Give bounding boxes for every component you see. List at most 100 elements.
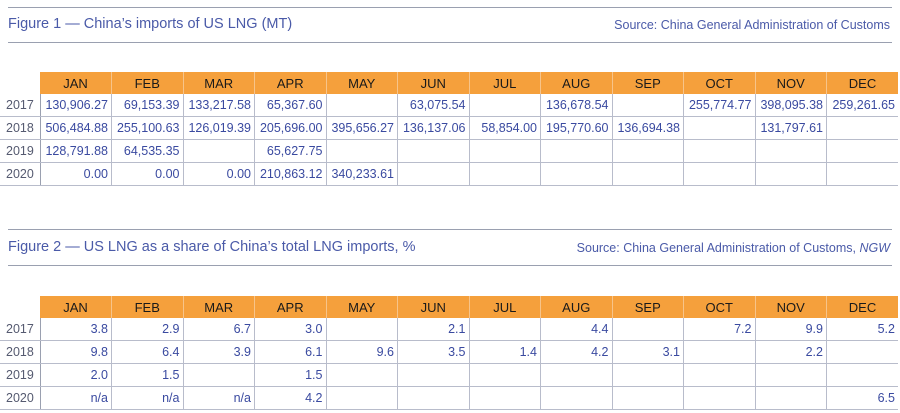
month-header-apr: APR bbox=[254, 72, 327, 94]
table-cell bbox=[326, 94, 398, 117]
table-cell: 136,678.54 bbox=[540, 94, 613, 117]
table-cell: 3.9 bbox=[183, 340, 255, 364]
table-cell bbox=[826, 116, 898, 140]
table-cell: 5.2 bbox=[826, 318, 898, 341]
month-header-feb: FEB bbox=[111, 296, 184, 318]
table-cell: 6.1 bbox=[254, 340, 327, 364]
table-cell bbox=[469, 94, 541, 117]
month-header-oct: OCT bbox=[683, 296, 756, 318]
table-cell: 64,535.35 bbox=[111, 139, 184, 163]
header-corner bbox=[0, 72, 40, 94]
table-cell bbox=[326, 363, 398, 387]
table-header-row: JAN FEB MAR APR MAY JUN JUL AUG SEP OCT NOV DEC bbox=[0, 72, 898, 94]
table-cell bbox=[683, 363, 756, 387]
month-header-nov: NOV bbox=[755, 72, 827, 94]
table-cell bbox=[469, 139, 541, 163]
month-header-jul: JUL bbox=[469, 72, 541, 94]
table-cell bbox=[469, 386, 541, 410]
table-cell bbox=[826, 162, 898, 186]
table-cell: 255,774.77 bbox=[683, 94, 756, 117]
year-label: 2018 bbox=[0, 116, 41, 140]
figure-1-source: Source: China General Administration of … bbox=[614, 18, 890, 32]
table-row: 2017 3.8 2.9 6.7 3.0 2.1 4.4 7.2 9.9 5.2 bbox=[0, 318, 898, 341]
table-row: 2019 128,791.88 64,535.35 65,627.75 bbox=[0, 139, 898, 163]
table-cell: 69,153.39 bbox=[111, 94, 184, 117]
table-cell: 259,261.65 bbox=[826, 94, 898, 117]
table-row: 2020 n/a n/a n/a 4.2 6.5 bbox=[0, 386, 898, 410]
table-cell: 506,484.88 bbox=[40, 116, 112, 140]
table-row: 2017 130,906.27 69,153.39 133,217.58 65,367.… bbox=[0, 94, 898, 117]
table-cell bbox=[683, 139, 756, 163]
table-cell bbox=[540, 363, 613, 387]
table-cell: 126,019.39 bbox=[183, 116, 255, 140]
table-cell: 4.4 bbox=[540, 318, 613, 341]
month-header-mar: MAR bbox=[183, 296, 255, 318]
month-header-dec: DEC bbox=[826, 296, 898, 318]
table-cell: 2.9 bbox=[111, 318, 184, 341]
table-row: 2020 0.00 0.00 0.00 210,863.12 340,233.61 bbox=[0, 162, 898, 186]
year-label: 2019 bbox=[0, 363, 41, 387]
month-header-oct: OCT bbox=[683, 72, 756, 94]
table-cell: 65,627.75 bbox=[254, 139, 327, 163]
table-cell: 3.1 bbox=[612, 340, 684, 364]
year-label: 2018 bbox=[0, 340, 41, 364]
year-label: 2020 bbox=[0, 162, 41, 186]
year-label: 2020 bbox=[0, 386, 41, 410]
month-header-jul: JUL bbox=[469, 296, 541, 318]
year-label: 2017 bbox=[0, 318, 41, 341]
table-cell: 2.1 bbox=[397, 318, 470, 341]
table-cell bbox=[326, 386, 398, 410]
table-cell bbox=[183, 139, 255, 163]
figure-1-table: JAN FEB MAR APR MAY JUN JUL AUG SEP OCT NOV DEC 201… bbox=[0, 72, 898, 186]
table-cell bbox=[540, 162, 613, 186]
table-header-row: JAN FEB MAR APR MAY JUN JUL AUG SEP OCT NOV DEC bbox=[0, 296, 898, 318]
figure-1-body: 2017 130,906.27 69,153.39 133,217.58 65,367.… bbox=[0, 94, 898, 186]
month-header-mar: MAR bbox=[183, 72, 255, 94]
table-cell: 130,906.27 bbox=[40, 94, 112, 117]
table-cell: 1.4 bbox=[469, 340, 541, 364]
table-cell bbox=[755, 139, 827, 163]
month-header-jun: JUN bbox=[397, 296, 470, 318]
table-cell: 255,100.63 bbox=[111, 116, 184, 140]
month-header-jun: JUN bbox=[397, 72, 470, 94]
table-cell bbox=[397, 139, 470, 163]
table-cell bbox=[755, 386, 827, 410]
year-label: 2017 bbox=[0, 94, 41, 117]
table-cell: 340,233.61 bbox=[326, 162, 398, 186]
table-cell bbox=[826, 139, 898, 163]
table-cell bbox=[183, 363, 255, 387]
month-header-aug: AUG bbox=[540, 296, 613, 318]
table-cell: 131,797.61 bbox=[755, 116, 827, 140]
table-cell: 2.0 bbox=[40, 363, 112, 387]
table-cell bbox=[469, 318, 541, 341]
month-header-aug: AUG bbox=[540, 72, 613, 94]
table-cell: 4.2 bbox=[254, 386, 327, 410]
month-header-jan: JAN bbox=[40, 296, 112, 318]
month-header-jan: JAN bbox=[40, 72, 112, 94]
table-cell bbox=[326, 139, 398, 163]
table-cell: 3.0 bbox=[254, 318, 327, 341]
figure-1-title: Figure 1 — China’s imports of US LNG (MT… bbox=[8, 16, 293, 32]
table-cell bbox=[612, 94, 684, 117]
table-cell bbox=[540, 139, 613, 163]
table-cell: 398,095.38 bbox=[755, 94, 827, 117]
figure-1-top-rule bbox=[8, 7, 892, 8]
table-cell: 0.00 bbox=[183, 162, 255, 186]
table-cell: 4.2 bbox=[540, 340, 613, 364]
month-header-feb: FEB bbox=[111, 72, 184, 94]
table-cell: 136,694.38 bbox=[612, 116, 684, 140]
table-cell: 1.5 bbox=[254, 363, 327, 387]
table-cell: n/a bbox=[111, 386, 184, 410]
figure-2-title: Figure 2 — US LNG as a share of China’s … bbox=[8, 239, 416, 255]
figure-2-source-ngw: NGW bbox=[859, 241, 890, 255]
table-cell bbox=[755, 363, 827, 387]
month-header-apr: APR bbox=[254, 296, 327, 318]
table-cell: 133,217.58 bbox=[183, 94, 255, 117]
table-cell bbox=[683, 340, 756, 364]
table-cell: 63,075.54 bbox=[397, 94, 470, 117]
month-header-may: MAY bbox=[326, 296, 398, 318]
table-cell: 128,791.88 bbox=[40, 139, 112, 163]
table-cell bbox=[326, 318, 398, 341]
table-cell: 6.5 bbox=[826, 386, 898, 410]
month-header-may: MAY bbox=[326, 72, 398, 94]
